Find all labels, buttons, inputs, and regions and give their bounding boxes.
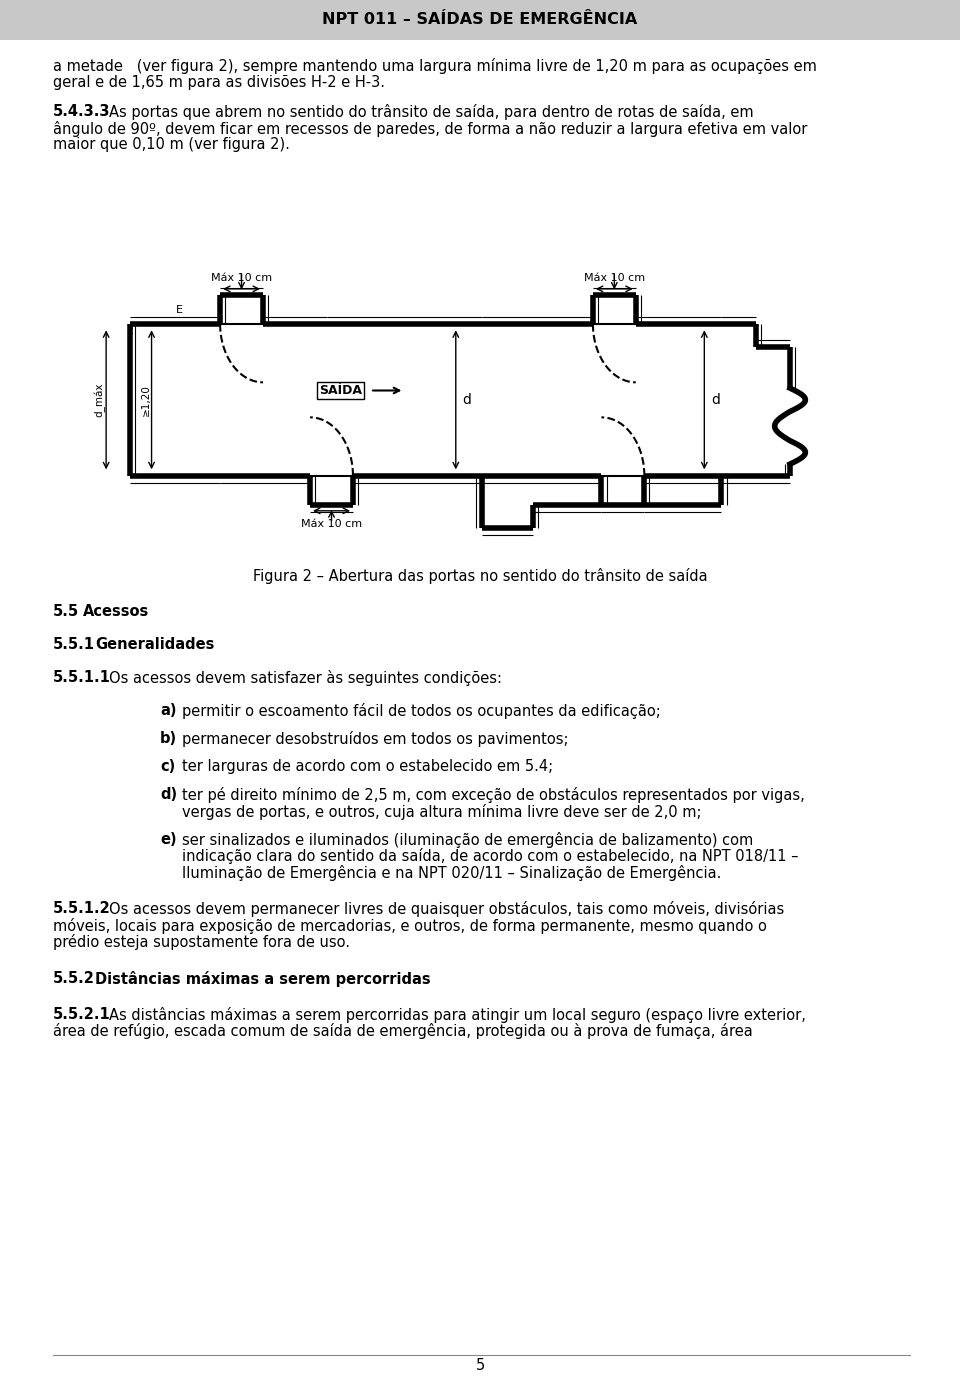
Text: permitir o escoamento fácil de todos os ocupantes da edificação;: permitir o escoamento fácil de todos os … [182, 704, 660, 719]
Text: Iluminação de Emergência e na NPT 020/11 – Sinalização de Emergência.: Iluminação de Emergência e na NPT 020/11… [182, 865, 721, 881]
Text: d: d [463, 392, 471, 406]
Text: 5.5: 5.5 [53, 605, 79, 620]
Text: Máx 10 cm: Máx 10 cm [301, 519, 362, 529]
Text: Distâncias máximas a serem percorridas: Distâncias máximas a serem percorridas [95, 971, 431, 986]
Text: indicação clara do sentido da saída, de acordo com o estabelecido, na NPT 018/11: indicação clara do sentido da saída, de … [182, 848, 799, 865]
Text: maior que 0,10 m (ver figura 2).: maior que 0,10 m (ver figura 2). [53, 138, 290, 153]
Text: 5.4.3.3: 5.4.3.3 [53, 105, 110, 120]
Text: ângulo de 90º, devem ficar em recessos de paredes, de forma a não reduzir a larg: ângulo de 90º, devem ficar em recessos d… [53, 121, 807, 136]
Text: Máx 10 cm: Máx 10 cm [211, 273, 272, 284]
Text: área de refúgio, escada comum de saída de emergência, protegida ou à prova de fu: área de refúgio, escada comum de saída d… [53, 1023, 753, 1040]
Text: 5.5.1: 5.5.1 [53, 638, 95, 653]
Text: E: E [177, 304, 183, 314]
Text: Máx 10 cm: Máx 10 cm [584, 273, 645, 284]
Text: vergas de portas, e outros, cuja altura mínima livre deve ser de 2,0 m;: vergas de portas, e outros, cuja altura … [182, 804, 702, 819]
Text: As distâncias máximas a serem percorridas para atingir um local seguro (espaço l: As distâncias máximas a serem percorrida… [109, 1007, 805, 1023]
Text: móveis, locais para exposição de mercadorias, e outros, de forma permanente, mes: móveis, locais para exposição de mercado… [53, 918, 767, 934]
Text: prédio esteja supostamente fora de uso.: prédio esteja supostamente fora de uso. [53, 935, 350, 950]
Text: d_máx: d_máx [94, 383, 106, 417]
Text: SAÍDA: SAÍDA [319, 384, 362, 397]
Text: Figura 2 – Abertura das portas no sentido do trânsito de saída: Figura 2 – Abertura das portas no sentid… [252, 567, 708, 584]
Text: d: d [711, 392, 720, 406]
Text: a metade   (ver figura 2), sempre mantendo uma largura mínima livre de 1,20 m pa: a metade (ver figura 2), sempre mantendo… [53, 58, 817, 74]
Text: 5.5.1.2: 5.5.1.2 [53, 902, 110, 916]
Text: 5.5.2.1: 5.5.2.1 [53, 1007, 110, 1022]
Text: Generalidades: Generalidades [95, 638, 214, 653]
Text: Os acessos devem satisfazer às seguintes condições:: Os acessos devem satisfazer às seguintes… [109, 671, 502, 686]
Text: permanecer desobstruídos em todos os pavimentos;: permanecer desobstruídos em todos os pav… [182, 731, 568, 748]
Bar [0, 0, 960, 40]
Text: 2: 2 [127, 325, 133, 336]
Text: As portas que abrem no sentido do trânsito de saída, para dentro de rotas de saí: As portas que abrem no sentido do trânsi… [109, 105, 754, 120]
Text: d): d) [160, 788, 178, 803]
Text: c): c) [160, 759, 176, 774]
Text: 5: 5 [475, 1358, 485, 1373]
Text: ter larguras de acordo com o estabelecido em 5.4;: ter larguras de acordo com o estabelecid… [182, 759, 553, 774]
Text: Os acessos devem permanecer livres de quaisquer obstáculos, tais como móveis, di: Os acessos devem permanecer livres de qu… [109, 902, 784, 917]
Text: ≥1,20: ≥1,20 [140, 384, 151, 416]
Text: e): e) [160, 832, 177, 847]
Text: b): b) [160, 731, 178, 746]
Text: 5.5.2: 5.5.2 [53, 971, 95, 986]
Text: 5.5.1.1: 5.5.1.1 [53, 671, 110, 686]
Text: a): a) [160, 704, 177, 719]
Text: geral e de 1,65 m para as divisões H-2 e H-3.: geral e de 1,65 m para as divisões H-2 e… [53, 74, 385, 90]
Text: ter pé direito mínimo de 2,5 m, com exceção de obstáculos representados por viga: ter pé direito mínimo de 2,5 m, com exce… [182, 788, 804, 803]
Text: NPT 011 – SAÍDAS DE EMERGÊNCIA: NPT 011 – SAÍDAS DE EMERGÊNCIA [323, 12, 637, 28]
Text: Acessos: Acessos [83, 605, 149, 620]
Text: ser sinalizados e iluminados (iluminação de emergência de balizamento) com: ser sinalizados e iluminados (iluminação… [182, 832, 754, 848]
